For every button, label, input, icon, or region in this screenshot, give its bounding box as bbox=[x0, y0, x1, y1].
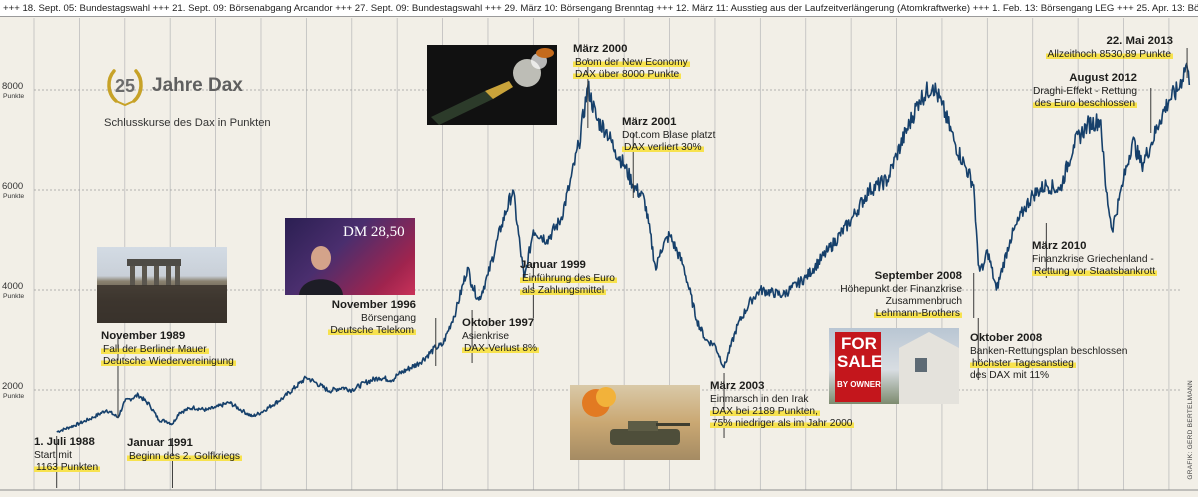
annotation-2008-oct-line1: Banken-Rettungsplan beschlossen bbox=[970, 346, 1128, 357]
y-tick-unit-8000: Punkte bbox=[3, 93, 24, 100]
annotation-2000-line2: DAX über 8000 Punkte bbox=[573, 69, 682, 80]
annotation-2003-line2: DAX bei 2189 Punkten, bbox=[710, 406, 820, 417]
annotation-1988-line2: 1163 Punkten bbox=[34, 462, 101, 473]
annotation-2003-line1: Einmarsch in den Irak bbox=[710, 394, 809, 405]
y-tick-unit-2000: Punkte bbox=[3, 393, 24, 400]
photo-iraq-tank bbox=[570, 385, 700, 460]
annotation-2000-head: März 2000 bbox=[573, 43, 628, 55]
photo-berlin-wall bbox=[97, 247, 227, 323]
tank-icon bbox=[582, 387, 690, 445]
annotation-2012-line1: Draghi-Effekt - Rettung bbox=[1033, 86, 1137, 97]
annotation-2001-line2: DAX verliert 30% bbox=[622, 142, 704, 153]
photo-champagne bbox=[427, 45, 557, 125]
annotation-1991: Januar 1991 Beginn des 2. Golfkriegs bbox=[127, 437, 242, 463]
annotation-2008-sep-head: September 2008 bbox=[874, 270, 962, 282]
sign-text-owner: BY OWNER bbox=[837, 380, 881, 389]
annotation-1989-head: November 1989 bbox=[101, 330, 186, 342]
news-ticker: +++ 18. Sept. 05: Bundestagswahl +++ 21.… bbox=[0, 0, 1198, 17]
annotation-1989: November 1989 Fall der Berliner Mauer De… bbox=[101, 330, 236, 368]
annotation-2010-head: März 2010 bbox=[1032, 240, 1087, 252]
photo-telekom-price: DM 28,50 bbox=[343, 224, 405, 240]
annotation-1996: November 1996 Börsengang Deutsche Teleko… bbox=[328, 299, 416, 337]
annotation-2001-head: März 2001 bbox=[622, 116, 677, 128]
annotation-2013: 22. Mai 2013 Allzeithoch 8530,89 Punkte bbox=[1045, 35, 1174, 61]
annotation-1999-head: Januar 1999 bbox=[520, 259, 586, 271]
annotation-1989-line2: Deutsche Wiedervereinigung bbox=[101, 356, 236, 367]
annotation-2012-head: August 2012 bbox=[1069, 72, 1137, 84]
annotation-2008-oct-line3: des DAX mit 11% bbox=[970, 370, 1050, 381]
annotation-1996-line2: Deutsche Telekom bbox=[328, 325, 416, 336]
y-tick-label-6000: 6000 bbox=[2, 181, 23, 192]
annotation-2003: März 2003 Einmarsch in den Irak DAX bei … bbox=[710, 380, 855, 430]
sign-text-sale: SALE bbox=[837, 352, 883, 371]
annotation-1997-line1: Asienkrise bbox=[462, 331, 509, 342]
dax-series-line bbox=[56, 62, 1191, 433]
annotation-1989-line1: Fall der Berliner Mauer bbox=[101, 344, 209, 355]
annotation-1997-line2: DAX-Verlust 8% bbox=[462, 343, 540, 354]
annotation-2013-head: 22. Mai 2013 bbox=[1106, 35, 1174, 47]
annotation-1996-head: November 1996 bbox=[331, 299, 416, 311]
annotation-1999-line1: Einführung des Euro bbox=[520, 273, 617, 284]
annotation-2003-line3: 75% niedriger als im Jahr 2000 bbox=[710, 418, 855, 429]
sign-text-for: FOR bbox=[841, 334, 877, 353]
annotation-2010-line2: Rettung vor Staatsbankrott bbox=[1032, 266, 1158, 277]
annotation-1999: Januar 1999 Einführung des Euro als Zahl… bbox=[520, 259, 617, 297]
y-tick-label-4000: 4000 bbox=[2, 281, 23, 292]
annotation-2003-head: März 2003 bbox=[710, 380, 765, 392]
person-icon bbox=[299, 246, 343, 295]
annotation-2001: März 2001 Dot.com Blase platzt DAX verli… bbox=[622, 116, 715, 154]
annotation-2012: August 2012 Draghi-Effekt - Rettung des … bbox=[1032, 72, 1137, 110]
annotation-2000: März 2000 Boom der New Economy DAX über … bbox=[573, 43, 690, 81]
annotation-1991-head: Januar 1991 bbox=[127, 437, 193, 449]
page-subtitle: Schlusskurse des Dax in Punkten bbox=[104, 117, 271, 129]
annotation-1991-line1: Beginn des 2. Golfkriegs bbox=[127, 451, 242, 462]
annotation-2000-line1: Boom der New Economy bbox=[573, 57, 690, 68]
annotation-1999-line2: als Zahlungsmittel bbox=[520, 285, 607, 296]
annotation-2010-line1: Finanzkrise Griechenland - bbox=[1032, 254, 1154, 265]
y-tick-unit-6000: Punkte bbox=[3, 193, 24, 200]
laurel-badge-icon bbox=[107, 69, 143, 107]
page-title: Jahre Dax bbox=[152, 75, 243, 96]
annotation-2013-line1: Allzeithoch 8530,89 Punkte bbox=[1045, 49, 1173, 60]
photo-telekom: DM 28,50 bbox=[285, 218, 415, 295]
annotation-2008-sep-line2: Zusammenbruch bbox=[885, 296, 962, 307]
annotation-2012-line2: des Euro beschlossen bbox=[1032, 98, 1137, 109]
annotation-1988-head: 1. Juli 1988 bbox=[34, 436, 95, 448]
annotation-2008-sep: September 2008 Höhepunkt der Finanzkrise… bbox=[840, 270, 962, 320]
annotation-2008-oct-head: Oktober 2008 bbox=[970, 332, 1043, 344]
y-tick-label-2000: 2000 bbox=[2, 381, 23, 392]
annotation-2008-sep-line1: Höhepunkt der Finanzkrise bbox=[840, 284, 962, 295]
y-tick-label-8000: 8000 bbox=[2, 81, 23, 92]
annotation-2008-sep-line3: Lehmann-Brothers bbox=[873, 308, 962, 319]
photo-for-sale: FOR SALE BY OWNER bbox=[829, 328, 959, 404]
annotation-1997: Oktober 1997 Asienkrise DAX-Verlust 8% bbox=[462, 317, 540, 355]
annotation-2010: März 2010 Finanzkrise Griechenland - Ret… bbox=[1032, 240, 1158, 278]
annotation-1997-head: Oktober 1997 bbox=[462, 317, 535, 329]
annotation-2008-oct: Oktober 2008 Banken-Rettungsplan beschlo… bbox=[970, 332, 1127, 382]
graphic-credit: GRAFIK: GERD BERTELMANN bbox=[1187, 380, 1194, 480]
brandenburg-gate-icon bbox=[97, 259, 227, 323]
annotation-1988: 1. Juli 1988 Start mit 1163 Punkten bbox=[34, 436, 101, 474]
champagne-bottle-icon bbox=[431, 48, 554, 125]
annotation-2008-oct-line2: höchster Tagesanstieg bbox=[970, 358, 1076, 369]
house-icon bbox=[835, 332, 959, 404]
badge-number: 25 bbox=[114, 76, 136, 96]
annotation-1988-line1: Start mit bbox=[34, 450, 72, 461]
annotation-2001-line1: Dot.com Blase platzt bbox=[622, 130, 716, 141]
y-tick-unit-4000: Punkte bbox=[3, 293, 24, 300]
annotation-1996-line1: Börsengang bbox=[361, 313, 416, 324]
